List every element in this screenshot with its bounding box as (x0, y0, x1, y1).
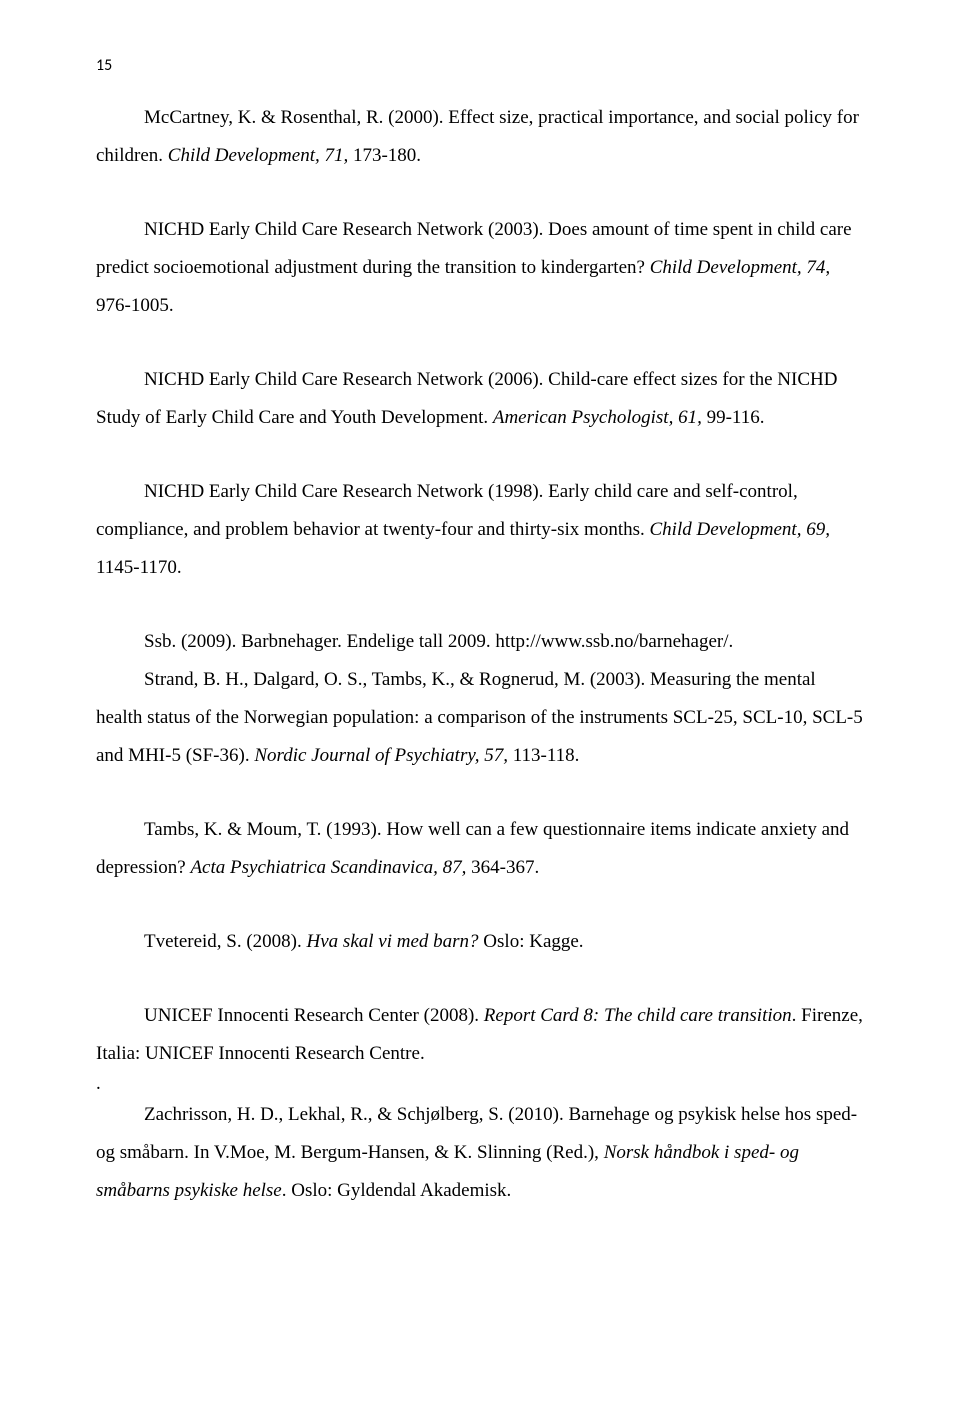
ref-text: 173-180. (348, 145, 421, 166)
reference-3: NICHD Early Child Care Research Network … (96, 361, 864, 437)
reference-10: Zachrisson, H. D., Lekhal, R., & Schjølb… (96, 1096, 864, 1210)
reference-2: NICHD Early Child Care Research Network … (96, 211, 864, 325)
ref-italic: Hva skal vi med barn? (307, 931, 479, 952)
lone-dot: . (96, 1073, 864, 1096)
reference-9: UNICEF Innocenti Research Center (2008).… (96, 997, 864, 1073)
reference-6: Strand, B. H., Dalgard, O. S., Tambs, K.… (96, 661, 864, 775)
page-number: 15 (96, 56, 864, 75)
ref-text: Tvetereid, S. (2008). (144, 931, 307, 952)
ref-italic: Child Development, 69, (650, 519, 830, 540)
ref-italic: Child Development, 74, (650, 257, 830, 278)
ref-italic: Acta Psychiatrica Scandinavica, 87, (190, 857, 466, 878)
reference-4: NICHD Early Child Care Research Network … (96, 473, 864, 587)
ref-text: Oslo: Kagge. (479, 931, 584, 952)
ref-italic: Nordic Journal of Psychiatry, 57, (254, 745, 508, 766)
ref-text: 976-1005. (96, 295, 174, 316)
ref-italic: Report Card 8: The child care transition (484, 1005, 792, 1026)
page-container: 15 McCartney, K. & Rosenthal, R. (2000).… (0, 0, 960, 1302)
ref-text: Ssb. (2009). Barbnehager. Endelige tall … (144, 631, 733, 652)
reference-8: Tvetereid, S. (2008). Hva skal vi med ba… (96, 923, 864, 961)
ref-text: 113-118. (508, 745, 579, 766)
reference-7: Tambs, K. & Moum, T. (1993). How well ca… (96, 811, 864, 887)
reference-5: Ssb. (2009). Barbnehager. Endelige tall … (96, 623, 864, 661)
ref-italic: Child Development, 71, (168, 145, 348, 166)
ref-text: . Oslo: Gyldendal Akademisk. (282, 1180, 512, 1201)
ref-italic: American Psychologist, 61, (493, 407, 702, 428)
ref-text: UNICEF Innocenti Research Center (2008). (144, 1005, 484, 1026)
ref-text: 364-367. (466, 857, 539, 878)
reference-1: McCartney, K. & Rosenthal, R. (2000). Ef… (96, 99, 864, 175)
ref-text: 99-116. (702, 407, 765, 428)
ref-text: 1145-1170. (96, 557, 182, 578)
